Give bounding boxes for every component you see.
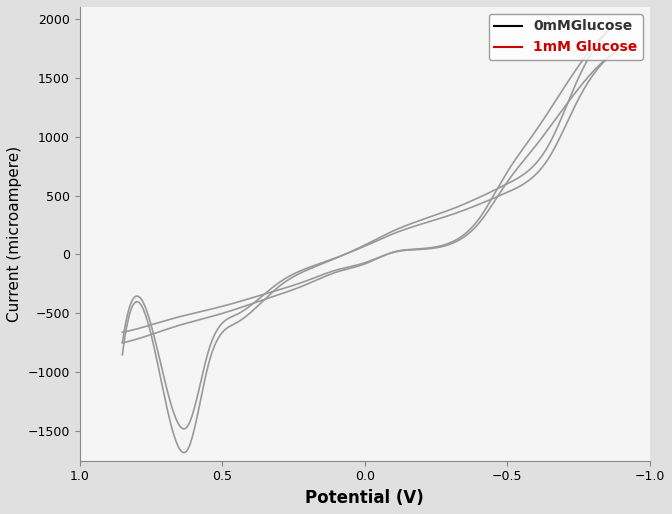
- Y-axis label: Current (microampere): Current (microampere): [7, 146, 22, 322]
- X-axis label: Potential (V): Potential (V): [305, 489, 424, 507]
- Legend: 0mMGlucose, 1mM Glucose: 0mMGlucose, 1mM Glucose: [489, 14, 643, 60]
